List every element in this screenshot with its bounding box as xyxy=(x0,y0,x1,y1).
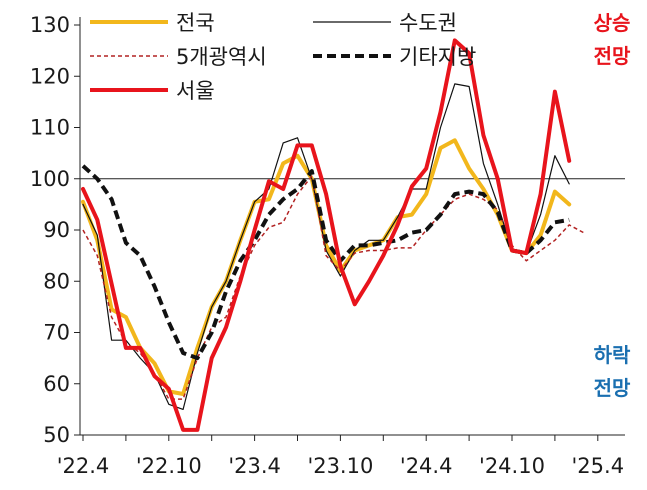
legend-item: 전국 xyxy=(90,11,215,35)
series-line-수도권 xyxy=(82,83,570,410)
series-line-기타지방 xyxy=(81,164,570,361)
x-tick-label: '24.4 xyxy=(400,454,453,478)
y-tick-label: 70 xyxy=(43,321,70,345)
legend-label: 서울 xyxy=(176,79,215,103)
axes: 50 60 70 80 90 100 110 120 130 '22.4 '22.10 '23.4 '2… xyxy=(30,13,625,478)
series-line-서울 xyxy=(81,38,572,432)
legend-label: 기타지방 xyxy=(399,45,476,69)
legend-label: 수도권 xyxy=(399,11,457,35)
series-line-5개광역시 xyxy=(82,175,584,400)
legend-item: 5개광역시 xyxy=(90,45,267,69)
x-tick-label: '24.10 xyxy=(479,454,545,478)
x-tick-label: '25.4 xyxy=(572,454,625,478)
legend-label: 5개광역시 xyxy=(176,45,267,69)
y-tick-label: 110 xyxy=(30,116,70,140)
legend-item: 서울 xyxy=(90,79,215,103)
annotation-line2: 전망 xyxy=(594,44,631,68)
y-tick-label: 120 xyxy=(30,64,70,88)
y-tick-label: 130 xyxy=(30,13,70,37)
annotation-line1: 하락 xyxy=(594,343,631,367)
legend-item: 기타지방 xyxy=(313,45,476,69)
annotation-line2: 전망 xyxy=(594,376,631,400)
series-layer xyxy=(81,38,584,432)
y-tick-label: 80 xyxy=(43,269,70,293)
x-tick-label: '22.10 xyxy=(136,454,202,478)
y-tick-label: 90 xyxy=(43,218,70,242)
y-tick-label: 50 xyxy=(43,423,70,447)
x-tick-label: '22.4 xyxy=(57,454,110,478)
x-tick-label: '23.4 xyxy=(228,454,281,478)
y-tick-label: 60 xyxy=(43,372,70,396)
y-tick-label: 100 xyxy=(30,167,70,191)
legend-label: 전국 xyxy=(176,11,215,35)
x-tick-label: '23.10 xyxy=(307,454,373,478)
annotation-line1: 상승 xyxy=(594,11,631,35)
legend-item: 수도권 xyxy=(313,11,457,35)
